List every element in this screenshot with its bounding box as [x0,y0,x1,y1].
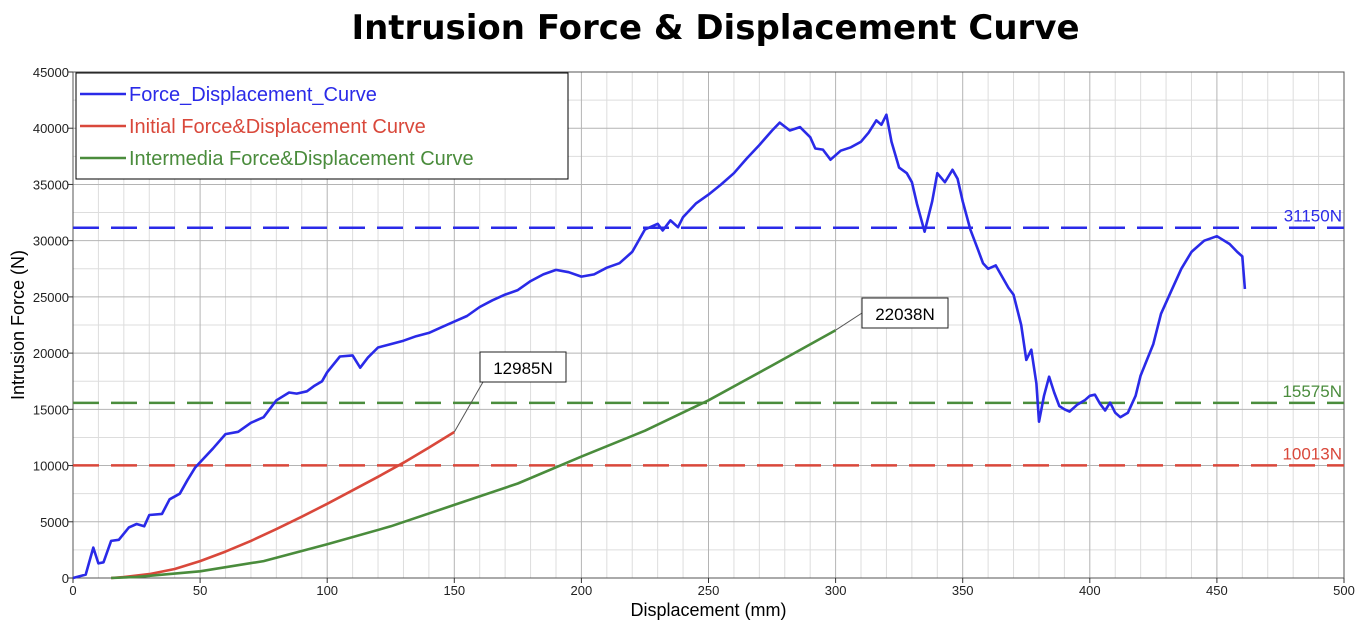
y-tick-label: 10000 [33,459,69,474]
legend-entry: Initial Force&Displacement Curve [129,116,426,138]
annotation-box [479,351,567,383]
y-tick-label: 5000 [40,515,69,530]
y-tick-label: 0 [62,571,69,586]
y-tick-label: 20000 [33,346,69,361]
legend-entry: Force_Displacement_Curve [129,84,377,106]
series-line [72,113,1247,580]
x-tick-label: 300 [825,583,847,598]
annotation-leader [453,381,484,433]
x-axis-label: Displacement (mm) [630,600,786,620]
x-tick-label: 150 [443,583,465,598]
y-axis-label: Intrusion Force (N) [8,250,28,400]
x-tick-label: 250 [698,583,720,598]
annotation-label: 12985N [493,359,553,378]
series-line [111,430,455,580]
series-line [111,329,837,580]
y-tick-label: 35000 [33,177,69,192]
x-tick-label: 100 [316,583,338,598]
chart-title: Intrusion Force & Displacement Curve [351,8,1080,48]
y-tick-label: 30000 [33,234,69,249]
x-tick-label: 350 [952,583,974,598]
y-tick-label: 40000 [33,121,69,136]
x-tick-label: 50 [193,583,207,598]
x-tick-label: 500 [1333,583,1355,598]
reference-line-label: 10013N [1282,444,1342,463]
y-tick-label: 25000 [33,290,69,305]
x-tick-label: 450 [1206,583,1228,598]
annotation-box [861,297,949,329]
y-tick-label: 15000 [33,402,69,417]
x-tick-label: 200 [571,583,593,598]
annotation-label: 22038N [875,305,935,324]
reference-line-label: 15575N [1282,382,1342,401]
x-tick-label: 400 [1079,583,1101,598]
annotation-leader [835,312,863,331]
legend-box [75,72,569,180]
reference-line-label: 31150N [1284,207,1342,226]
y-tick-label: 45000 [33,65,69,80]
legend-entry: Intermedia Force&Displacement Curve [129,148,474,170]
x-tick-label: 0 [69,583,76,598]
